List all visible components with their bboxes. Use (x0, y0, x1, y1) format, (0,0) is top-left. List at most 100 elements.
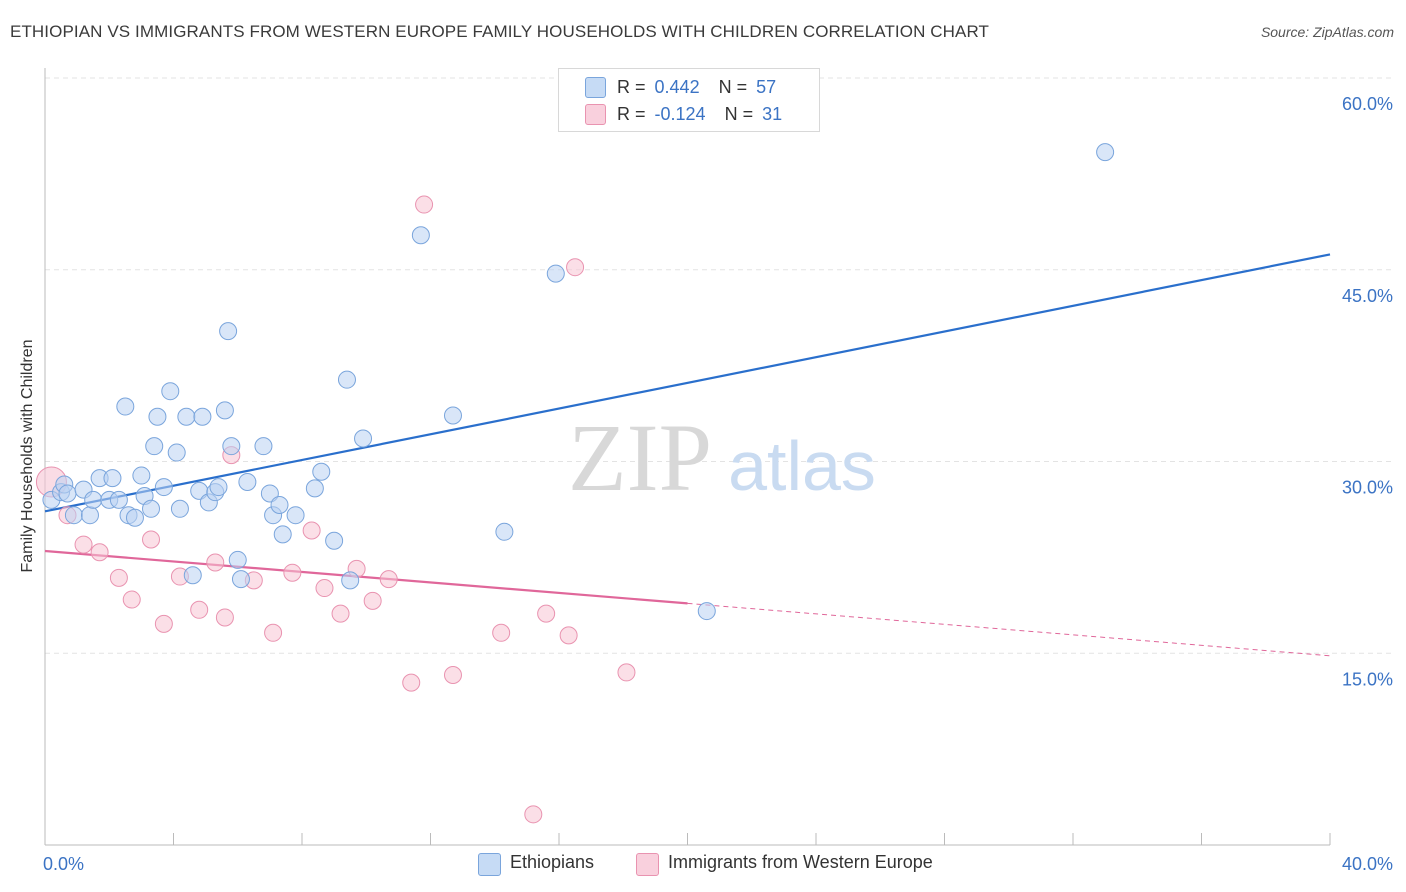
legend-r-value: -0.124 (654, 104, 706, 124)
point-western-europe (566, 258, 585, 277)
point-ethiopians (495, 522, 514, 541)
point-ethiopians (337, 370, 356, 389)
legend-label: Ethiopians (510, 852, 595, 872)
point-western-europe (524, 805, 543, 824)
point-ethiopians (116, 397, 135, 416)
point-western-europe (363, 591, 382, 610)
point-ethiopians (109, 490, 128, 509)
data-points (35, 143, 1115, 824)
legend-r-label: R = (617, 104, 646, 124)
point-western-europe (559, 626, 578, 645)
trend-line-ethiopians (44, 253, 1331, 513)
point-western-europe (302, 521, 321, 540)
trend-line-western-europe (44, 549, 688, 605)
point-ethiopians (183, 566, 202, 585)
point-western-europe (492, 623, 511, 642)
point-western-europe (443, 665, 462, 684)
point-western-europe (537, 604, 556, 623)
point-ethiopians (286, 506, 305, 525)
y-tick-label: 45.0% (1342, 286, 1393, 306)
point-ethiopians (219, 322, 238, 341)
point-ethiopians (132, 466, 151, 485)
x-tick-label: 0.0% (43, 854, 84, 874)
tick-labels: 15.0% 30.0% 45.0% 60.0% 0.0% 40.0% (43, 94, 1393, 874)
point-ethiopians (697, 602, 716, 621)
point-ethiopians (325, 531, 344, 550)
legend-swatch-pink (585, 104, 606, 125)
point-western-europe (315, 579, 334, 598)
legend-r-value: 0.442 (654, 77, 700, 97)
legend-swatch-pink (636, 853, 659, 876)
x-tick-label: 40.0% (1342, 854, 1393, 874)
point-ethiopians (222, 437, 241, 456)
point-ethiopians (341, 571, 360, 590)
legend-n-label: N = (718, 77, 748, 97)
point-ethiopians (103, 469, 122, 488)
point-western-europe (206, 553, 225, 572)
source-label: Source: ZipAtlas.com (1260, 24, 1394, 40)
point-western-europe (402, 673, 421, 692)
point-western-europe (122, 590, 141, 609)
point-ethiopians (305, 479, 324, 498)
point-ethiopians (1096, 143, 1115, 162)
point-western-europe (283, 563, 302, 582)
point-ethiopians (215, 401, 234, 420)
point-western-europe (154, 614, 173, 633)
axis-layer (44, 68, 1331, 846)
point-ethiopians (64, 506, 83, 525)
point-western-europe (142, 530, 161, 549)
stats-legend: R = 0.442 N = 57 R = -0.124 N = 31 (558, 68, 820, 132)
legend-n-value: 31 (762, 104, 783, 124)
watermark: ZIP atlas (568, 404, 876, 511)
point-western-europe (215, 608, 234, 627)
point-ethiopians (80, 506, 99, 525)
point-ethiopians (228, 550, 247, 569)
point-western-europe (264, 623, 283, 642)
point-ethiopians (170, 499, 189, 518)
point-western-europe (617, 663, 636, 682)
legend-r-label: R = (617, 77, 646, 97)
trend-line-western-europe-extension (687, 602, 1331, 657)
point-western-europe (74, 535, 93, 554)
point-ethiopians (354, 429, 373, 448)
point-western-europe (190, 600, 209, 619)
point-ethiopians (238, 472, 257, 491)
chart-title: ETHIOPIAN VS IMMIGRANTS FROM WESTERN EUR… (10, 22, 990, 41)
point-ethiopians (209, 478, 228, 497)
point-ethiopians (254, 437, 273, 456)
legend-n-label: N = (724, 104, 754, 124)
point-ethiopians (546, 264, 565, 283)
point-ethiopians (273, 525, 292, 544)
point-western-europe (109, 568, 128, 587)
point-ethiopians (58, 484, 77, 503)
point-western-europe (90, 543, 109, 562)
point-ethiopians (193, 407, 212, 426)
watermark-zip: ZIP (568, 404, 712, 511)
legend-label: Immigrants from Western Europe (668, 852, 933, 872)
point-ethiopians (145, 437, 164, 456)
point-ethiopians (167, 443, 186, 462)
point-ethiopians (148, 407, 167, 426)
point-ethiopians (177, 407, 196, 426)
point-ethiopians (443, 406, 462, 425)
point-ethiopians (84, 490, 103, 509)
point-ethiopians (125, 508, 144, 527)
point-ethiopians (142, 499, 161, 518)
point-ethiopians (154, 478, 173, 497)
point-western-europe (415, 195, 434, 214)
point-ethiopians (411, 226, 430, 245)
watermark-atlas: atlas (728, 427, 876, 505)
point-ethiopians (161, 382, 180, 401)
trend-lines (44, 253, 1331, 657)
point-ethiopians (312, 462, 331, 481)
y-tick-label: 30.0% (1342, 478, 1393, 498)
y-tick-label: 60.0% (1342, 94, 1393, 114)
y-tick-label: 15.0% (1342, 669, 1393, 689)
legend-n-value: 57 (756, 77, 777, 97)
point-western-europe (331, 604, 350, 623)
point-ethiopians (231, 570, 250, 589)
legend-swatch-blue (478, 853, 501, 876)
point-ethiopians (260, 484, 279, 503)
point-ethiopians (270, 495, 289, 514)
